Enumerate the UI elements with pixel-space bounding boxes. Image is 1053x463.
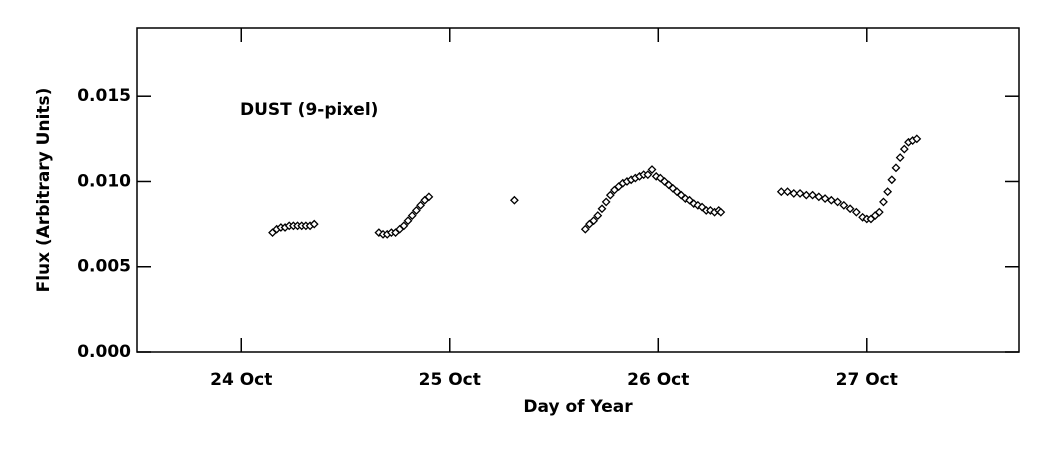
data-point [839,200,849,210]
data-point [643,170,653,180]
data-point [647,165,657,174]
data-point [814,192,824,202]
data-point [416,200,425,210]
data-point [399,221,409,231]
x-tick-label: 25 Oct [419,370,481,390]
data-point [589,216,599,226]
data-point [309,219,319,229]
data-point [407,211,417,220]
data-point [776,187,786,197]
data-point [374,228,384,238]
data-point [874,207,884,217]
x-tick-label: 24 Oct [210,370,272,390]
data-point [820,194,830,203]
data-point [597,204,607,214]
annotation: DUST (9-pixel) [240,100,378,120]
data-point [411,206,421,215]
y-axis-label: Flux (Arbitrary Units) [34,88,54,293]
data-point [403,216,413,226]
data-point [424,192,434,202]
data-point [826,195,836,205]
data-point [887,175,897,185]
plot-frame [136,27,1020,353]
y-tick-label: 0.005 [77,257,131,277]
data-point [833,197,843,207]
data-point [605,190,615,200]
data-point [912,134,922,144]
y-tick-label: 0.010 [77,171,131,191]
y-tick-label: 0.000 [77,342,131,362]
data-point [580,224,590,234]
x-tick-label: 27 Oct [836,370,898,390]
x-axis-label: Day of Year [523,397,633,417]
data-point [783,187,792,197]
data-point [801,190,811,200]
data-point [891,163,901,173]
data-point [593,211,603,220]
data-point [879,197,888,207]
data-point [808,190,817,200]
data-point [845,204,855,214]
data-point [795,188,805,198]
data-point [895,153,905,163]
y-tick-label: 0.015 [77,86,131,106]
data-point [601,197,611,207]
data-point [789,188,799,198]
data-point [509,195,519,205]
data-point [883,187,893,197]
x-tick-label: 26 Oct [627,370,689,390]
data-point [851,207,861,217]
data-point [716,207,726,217]
data-point [899,144,909,154]
